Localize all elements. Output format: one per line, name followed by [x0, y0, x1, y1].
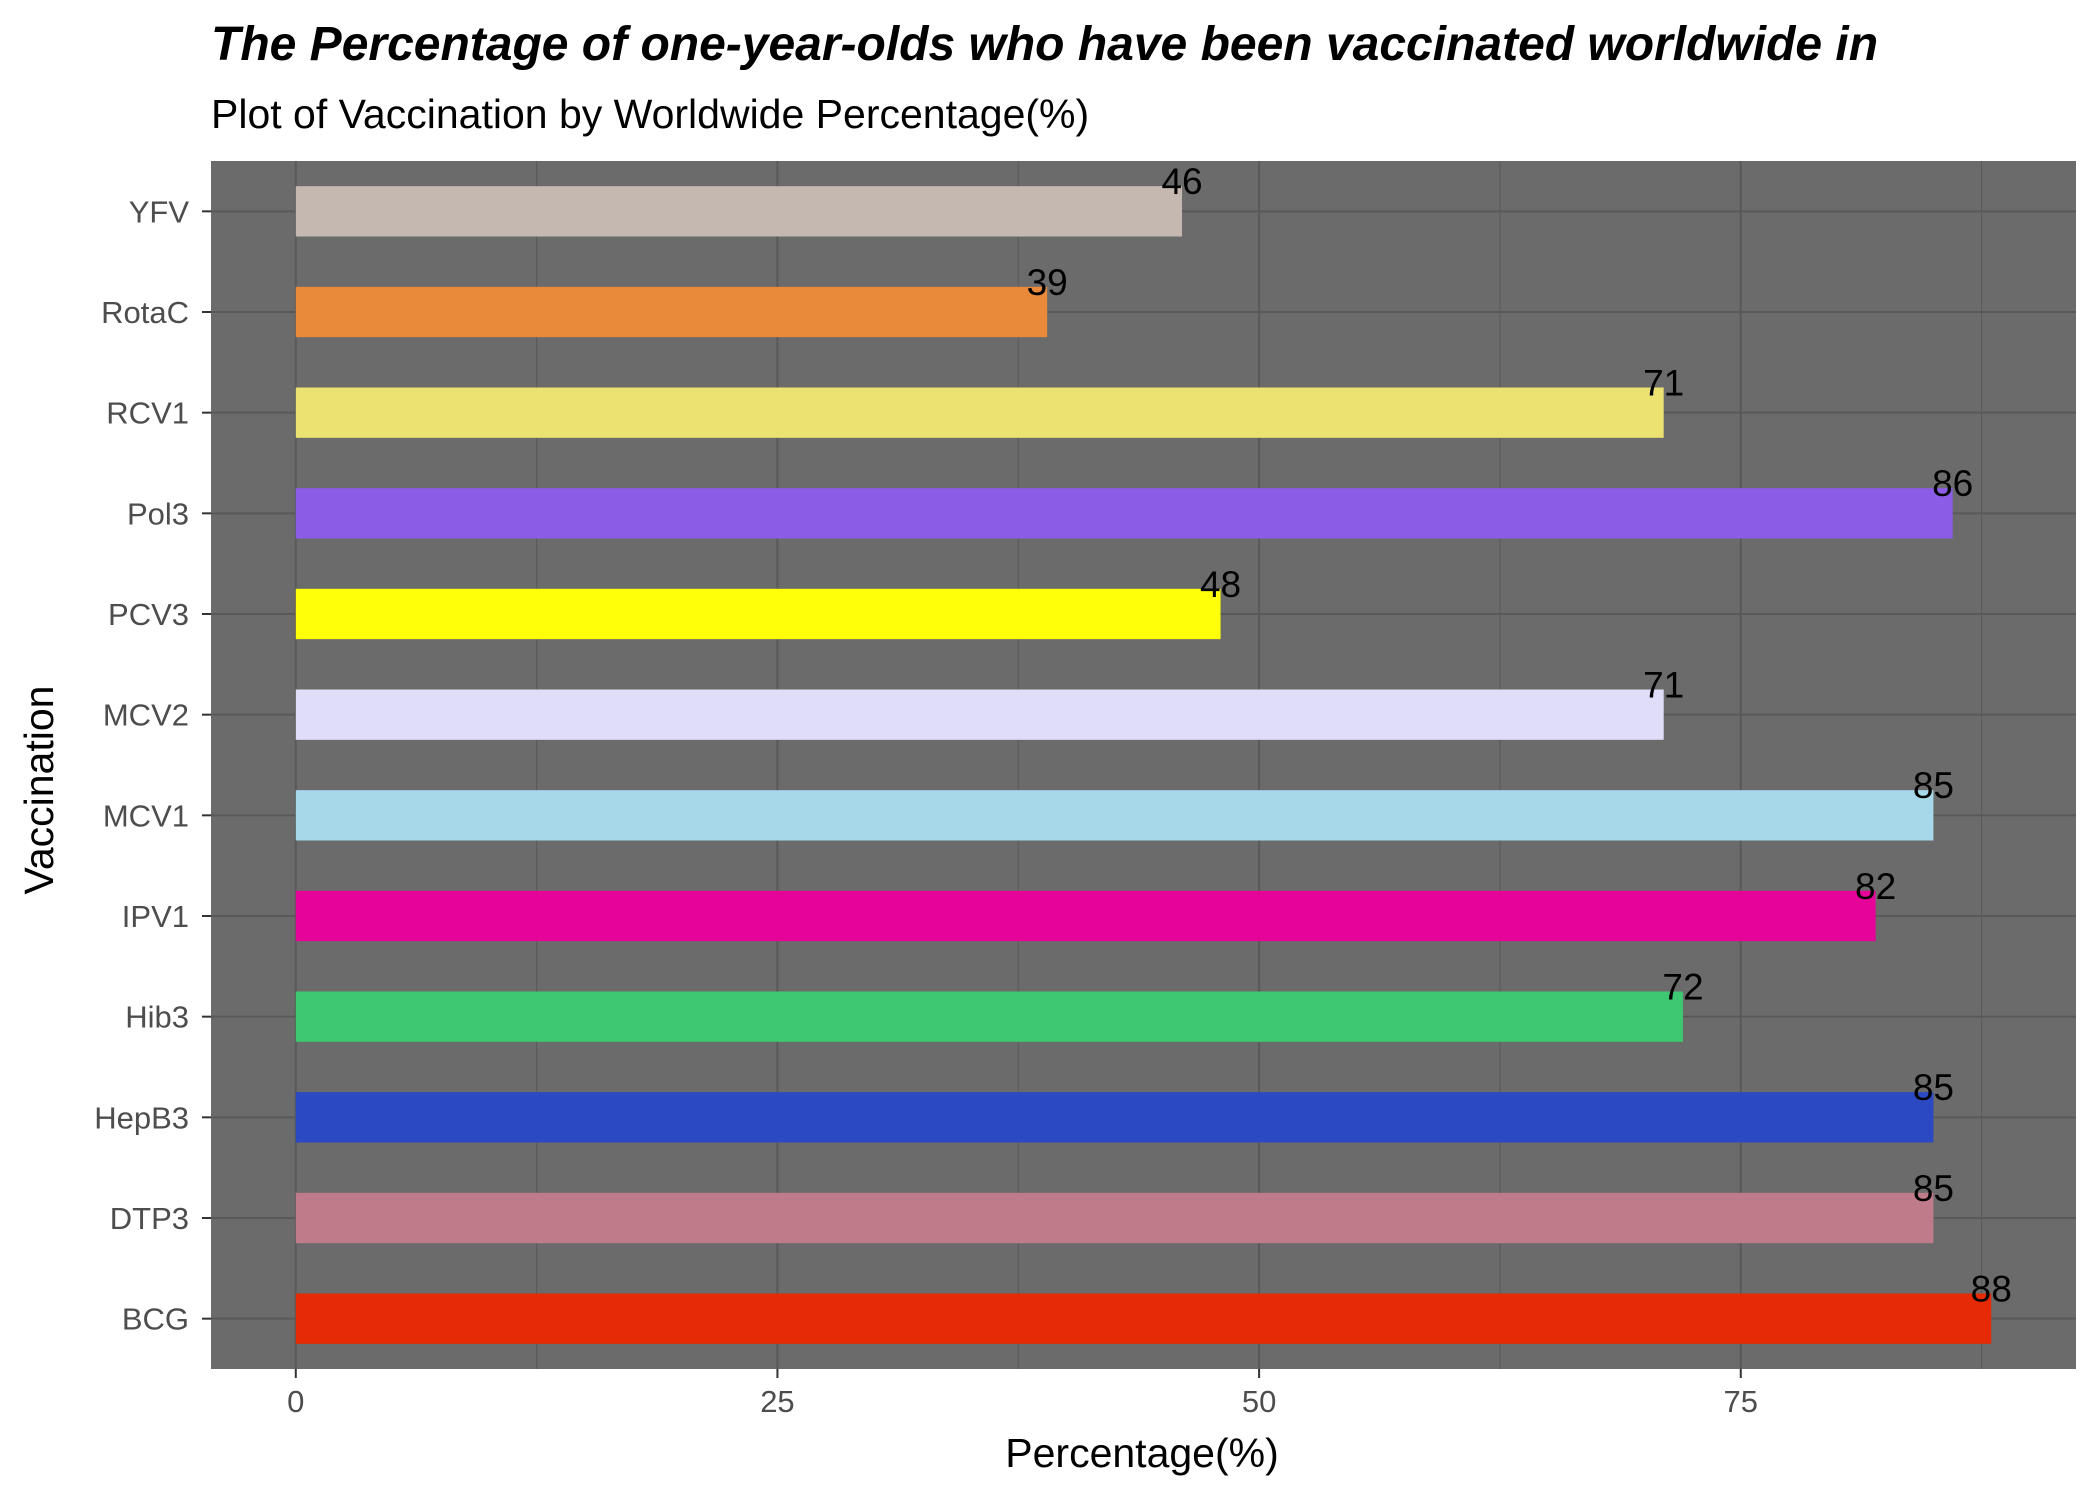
bar-bcg	[295, 1293, 1992, 1344]
y-tick-label: MCV2	[103, 698, 189, 733]
bar-yfv	[295, 186, 1183, 237]
bars	[295, 186, 1992, 1344]
data-label-dtp3: 85	[1913, 1168, 1954, 1209]
y-tick-label: MCV1	[103, 798, 189, 833]
minor-gridlines	[536, 161, 1983, 1369]
y-tick-label: RCV1	[106, 396, 189, 431]
data-label-pcv3: 48	[1200, 564, 1241, 605]
y-tick-label: RotaC	[101, 295, 189, 330]
y-tick-label: YFV	[129, 194, 190, 229]
bar-rcv1	[295, 387, 1664, 438]
x-axis-title: Percentage(%)	[1005, 1430, 1278, 1476]
bar-hib3	[295, 991, 1683, 1042]
x-axis: 0 25 50 75	[287, 1369, 1758, 1419]
bar-ipv1	[295, 890, 1876, 942]
bar-dtp3	[295, 1192, 1934, 1244]
y-tick-label: Pol3	[127, 496, 189, 531]
y-axis-title: Vaccination	[16, 686, 62, 895]
data-label-hepb3: 85	[1913, 1067, 1954, 1108]
bar-hepb3	[295, 1092, 1934, 1143]
bar-mcv2	[295, 689, 1664, 740]
x-tick-label: 50	[1242, 1384, 1276, 1419]
chart-subtitle: Plot of Vaccination by Worldwide Percent…	[211, 91, 1089, 137]
y-tick-label: DTP3	[110, 1201, 189, 1236]
x-tick-label: 25	[760, 1384, 794, 1419]
data-labels: 88 85 85 72 82 85 71 48 86 71 39 46	[1027, 161, 2012, 1309]
data-label-yfv: 46	[1161, 161, 1202, 202]
data-label-mcv2: 71	[1643, 665, 1684, 706]
y-tick-label: BCG	[122, 1302, 189, 1337]
bar-pcv3	[295, 588, 1221, 640]
plot-panel	[211, 161, 2076, 1369]
data-label-bcg: 88	[1971, 1269, 2012, 1310]
chart-title: The Percentage of one-year-olds who have…	[211, 18, 1878, 71]
bar-mcv1	[295, 790, 1934, 841]
data-label-hib3: 72	[1662, 967, 1703, 1008]
data-label-mcv1: 85	[1913, 765, 1954, 806]
y-tick-label: Hib3	[125, 1000, 189, 1035]
data-label-rotac: 39	[1027, 262, 1068, 303]
y-tick-label: HepB3	[94, 1100, 189, 1135]
bar-pol3	[295, 488, 1953, 539]
y-tick-label: IPV1	[122, 899, 189, 934]
bar-rotac	[295, 286, 1048, 338]
data-label-pol3: 86	[1932, 463, 1973, 504]
y-tick-label: PCV3	[108, 597, 189, 632]
x-tick-label: 0	[287, 1384, 304, 1419]
x-tick-label: 75	[1724, 1384, 1758, 1419]
data-label-ipv1: 82	[1855, 866, 1896, 907]
data-label-rcv1: 71	[1643, 363, 1684, 404]
y-axis: BCG DTP3 HepB3 Hib3 IPV1 MCV1 MCV2 PCV3 Pol3 RCV1…	[94, 194, 211, 1337]
